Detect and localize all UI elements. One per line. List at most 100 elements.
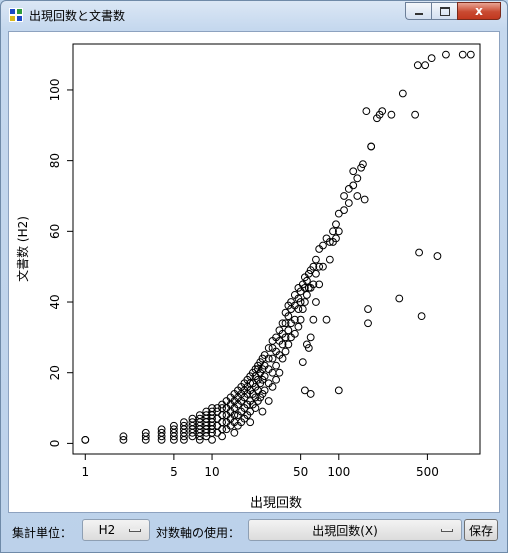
- data-point: [413, 61, 422, 70]
- data-point: [278, 340, 287, 349]
- data-point: [278, 354, 287, 363]
- save-button[interactable]: 保存: [464, 519, 498, 541]
- data-point: [119, 435, 128, 444]
- data-point: [290, 329, 299, 338]
- x-tick-label: 10: [204, 465, 219, 479]
- close-icon: x: [475, 4, 483, 18]
- data-point: [169, 425, 178, 434]
- log-axis-label: 対数軸の使用：: [156, 526, 241, 540]
- data-point: [340, 192, 348, 200]
- y-tick-label: 60: [48, 224, 62, 239]
- data-point: [315, 262, 324, 271]
- data-point: [202, 407, 211, 416]
- data-point: [362, 107, 371, 116]
- data-point: [141, 432, 150, 441]
- data-point: [222, 425, 231, 434]
- data-point: [325, 255, 334, 264]
- data-point: [202, 411, 211, 420]
- data-point: [325, 238, 334, 246]
- data-point: [272, 361, 280, 370]
- x-tick-label: 1: [81, 465, 89, 479]
- y-tick-label: 0: [48, 440, 62, 448]
- data-point: [284, 312, 293, 321]
- data-point: [169, 421, 178, 430]
- data-point: [294, 305, 303, 313]
- data-point: [334, 227, 343, 236]
- y-tick-label: 40: [48, 294, 62, 309]
- y-tick-label: 80: [48, 153, 62, 168]
- data-point: [264, 344, 273, 352]
- data-point: [213, 428, 222, 437]
- data-point: [421, 61, 430, 70]
- data-point: [359, 160, 367, 169]
- data-point: [349, 181, 358, 190]
- unit-select-value: H2: [98, 523, 116, 537]
- data-point: [466, 50, 475, 59]
- data-point: [329, 227, 337, 236]
- unit-label: 集計単位：: [12, 526, 73, 540]
- data-point: [312, 298, 320, 306]
- data-point: [378, 107, 387, 116]
- minimize-icon: [414, 13, 423, 15]
- data-point: [332, 220, 340, 229]
- data-point: [296, 298, 305, 306]
- data-point: [222, 418, 231, 427]
- y-tick-label: 100: [48, 78, 62, 101]
- log-axis-select[interactable]: 出現回数(X): [248, 519, 462, 541]
- data-point: [222, 397, 231, 405]
- x-tick-label: 500: [416, 465, 439, 479]
- maximize-icon: [439, 6, 450, 16]
- data-point: [353, 174, 362, 183]
- data-point: [222, 404, 231, 412]
- maximize-button[interactable]: [431, 2, 457, 20]
- window-controls: x: [405, 2, 501, 20]
- scatter-chart: 1 5 10 50 100 500 0 20 40 60 80 100 出現回数 文書数 (H2): [15, 43, 481, 511]
- data-point: [353, 192, 362, 200]
- data-point: [319, 241, 327, 250]
- data-point: [360, 195, 369, 204]
- data-point: [222, 411, 231, 420]
- x-tick-label: 100: [327, 465, 350, 479]
- minimize-button[interactable]: [405, 2, 431, 20]
- y-tick-label: 20: [48, 365, 62, 380]
- log-axis-select-value: 出現回数(X): [312, 523, 378, 538]
- data-point: [332, 234, 340, 243]
- data-point: [364, 305, 372, 313]
- data-point: [349, 167, 358, 176]
- data-point: [304, 344, 313, 352]
- plot-area: 1 5 10 50 100 500 0 20 40 60 80 100 出現回数 文書数 (H2): [8, 31, 500, 513]
- data-point: [344, 185, 353, 193]
- data-point: [281, 347, 290, 356]
- data-point: [298, 305, 307, 313]
- app-icon: [9, 8, 23, 22]
- data-point: [141, 428, 150, 437]
- data-point: [442, 50, 450, 59]
- dropdown-icon: [129, 529, 141, 532]
- data-point: [306, 390, 315, 398]
- y-axis-label: 文書数 (H2): [15, 216, 30, 282]
- data-point: [427, 54, 436, 63]
- data-point: [296, 315, 305, 324]
- save-button-label: 保存: [468, 523, 493, 538]
- data-point: [208, 435, 216, 444]
- x-tick-label: 5: [170, 465, 178, 479]
- data-point: [81, 435, 90, 444]
- data-point: [281, 319, 290, 328]
- unit-select[interactable]: H2: [82, 519, 150, 541]
- x-axis: 1 5 10 50 100 500: [81, 454, 439, 479]
- data-point: [319, 262, 327, 271]
- data-point: [208, 404, 216, 412]
- plot-frame: [72, 43, 481, 455]
- data-point: [315, 280, 324, 289]
- title-bar[interactable]: 出現回数と文書数 x: [1, 1, 507, 31]
- data-point: [260, 372, 269, 381]
- data-point: [157, 428, 166, 437]
- data-point: [281, 333, 290, 342]
- data-point: [180, 421, 188, 430]
- data-point: [433, 252, 442, 260]
- data-point: [188, 414, 197, 423]
- data-point: [264, 397, 273, 405]
- data-point: [334, 209, 343, 218]
- close-button[interactable]: x: [457, 2, 501, 20]
